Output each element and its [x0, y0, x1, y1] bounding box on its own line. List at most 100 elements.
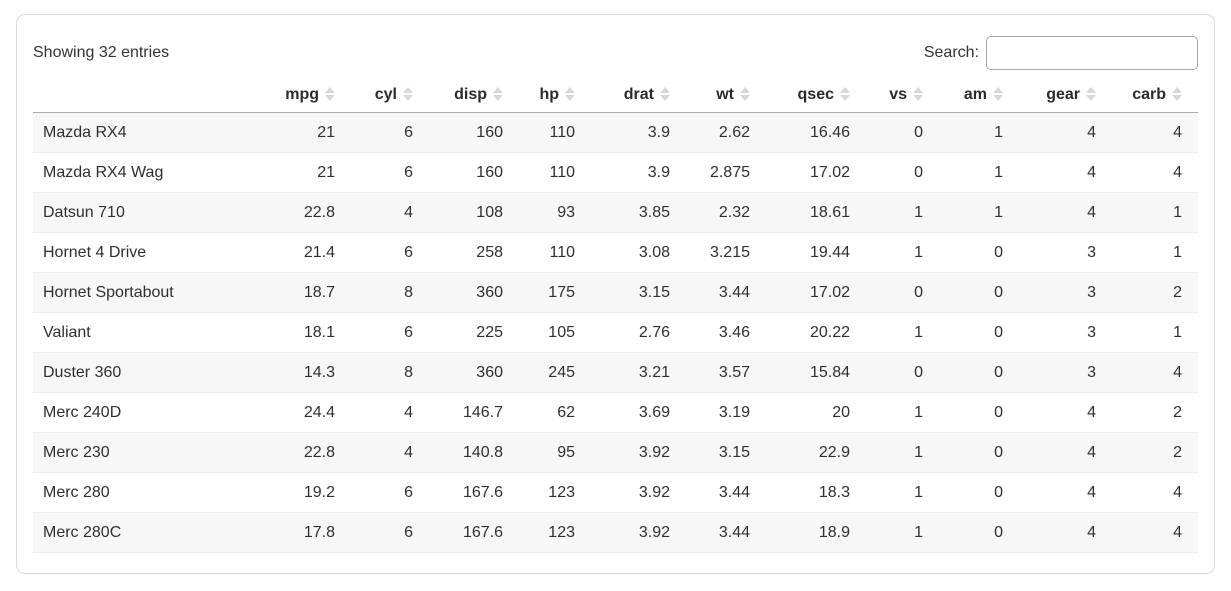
- cell: 1: [1173, 244, 1182, 261]
- sort-icon: [840, 87, 850, 101]
- cell: 108: [476, 204, 503, 221]
- table-row: Merc 240D 24.4 4 146.7 62 3.69 3.19 20 1 0 4 2: [33, 392, 1198, 433]
- column-label: am: [963, 86, 987, 103]
- table-row: Merc 280C 17.8 6 167.6 123 3.92 3.44 18.9 1 0 4 4: [33, 512, 1198, 553]
- cell: 3: [1087, 324, 1096, 341]
- cell: 4: [1173, 364, 1182, 381]
- row-name-cell: Duster 360: [43, 364, 122, 381]
- cell: 8: [404, 364, 413, 381]
- cell: 1: [914, 324, 923, 341]
- cell: 93: [557, 204, 575, 221]
- column-header-cyl[interactable]: cyl: [351, 78, 429, 113]
- cell: 6: [404, 484, 413, 501]
- column-header-vs[interactable]: vs: [866, 78, 939, 113]
- cell: 19.44: [809, 244, 850, 261]
- cell: 6: [404, 244, 413, 261]
- cell: 14.3: [303, 364, 335, 381]
- entries-info: Showing 32 entries: [33, 43, 170, 61]
- column-header-disp[interactable]: disp: [429, 78, 519, 113]
- table-row: Mazda RX4 21 6 160 110 3.9 2.62 16.46 0 1 4 4: [33, 112, 1198, 153]
- column-header-hp[interactable]: hp: [519, 78, 591, 113]
- cell: 4: [1173, 484, 1182, 501]
- cell: 167.6: [462, 524, 503, 541]
- cell: 1: [914, 444, 923, 461]
- cell: 24.4: [303, 404, 335, 421]
- cell: 0: [994, 244, 1003, 261]
- column-label: hp: [539, 86, 559, 103]
- cell: 110: [549, 244, 575, 261]
- cell: 4: [404, 204, 413, 221]
- cell: 18.61: [809, 204, 850, 221]
- cell: 16.46: [809, 124, 850, 141]
- header-row: mpg cyl disp hp drat wt qsec vs am gear carb: [33, 78, 1198, 113]
- cell: 0: [994, 484, 1003, 501]
- cell: 0: [914, 124, 923, 141]
- cell: 3.85: [638, 204, 670, 221]
- column-label: mpg: [285, 86, 319, 103]
- column-header-am[interactable]: am: [939, 78, 1019, 113]
- table-row: Datsun 710 22.8 4 108 93 3.85 2.32 18.61 1 1 4 1: [33, 192, 1198, 233]
- sort-icon: [325, 87, 335, 101]
- table-row: Merc 230 22.8 4 140.8 95 3.92 3.15 22.9 1 0 4 2: [33, 432, 1198, 473]
- cell: 0: [994, 524, 1003, 541]
- table-head: mpg cyl disp hp drat wt qsec vs am gear carb: [33, 78, 1198, 113]
- column-header-rownames[interactable]: [33, 78, 273, 113]
- cell: 3.46: [718, 324, 750, 341]
- row-name-cell: Mazda RX4: [43, 124, 127, 141]
- cell: 360: [476, 284, 503, 301]
- cell: 21: [317, 124, 335, 141]
- cell: 1: [1173, 204, 1182, 221]
- row-name-cell: Merc 280: [43, 484, 110, 501]
- cell: 1: [994, 124, 1003, 141]
- table-row: Hornet 4 Drive 21.4 6 258 110 3.08 3.215 19.44 1…: [33, 232, 1198, 273]
- column-label: wt: [716, 86, 734, 103]
- column-header-gear[interactable]: gear: [1019, 78, 1112, 113]
- cell: 258: [476, 244, 503, 261]
- cell: 6: [404, 324, 413, 341]
- cell: 2.76: [638, 324, 670, 341]
- cell: 245: [548, 364, 575, 381]
- cell: 160: [476, 124, 503, 141]
- column-header-qsec[interactable]: qsec: [766, 78, 866, 113]
- cell: 3.21: [638, 364, 670, 381]
- column-header-drat[interactable]: drat: [591, 78, 686, 113]
- cell: 3.69: [638, 404, 670, 421]
- cell: 123: [548, 484, 575, 501]
- sort-icon: [403, 87, 413, 101]
- cell: 3.15: [638, 284, 670, 301]
- cell: 3.15: [718, 444, 750, 461]
- cell: 3.44: [718, 524, 750, 541]
- cell: 3.9: [647, 164, 670, 181]
- cell: 6: [404, 524, 413, 541]
- cell: 8: [404, 284, 413, 301]
- data-table: mpg cyl disp hp drat wt qsec vs am gear carb Mazda…: [33, 78, 1198, 553]
- sort-icon: [660, 87, 670, 101]
- cell: 3.215: [709, 244, 750, 261]
- cell: 17.02: [809, 164, 850, 181]
- cell: 3.9: [647, 124, 670, 141]
- row-name-cell: Merc 280C: [43, 524, 122, 541]
- column-label: disp: [454, 86, 487, 103]
- cell: 1: [1173, 324, 1182, 341]
- cell: 105: [548, 324, 575, 341]
- column-header-mpg[interactable]: mpg: [273, 78, 351, 113]
- table-row: Mazda RX4 Wag 21 6 160 110 3.9 2.875 17.02 0 1 4 4: [33, 152, 1198, 193]
- cell: 110: [549, 164, 575, 181]
- table-body: Mazda RX4 21 6 160 110 3.9 2.62 16.46 0 1 4 4 Mazda …: [33, 112, 1198, 553]
- column-header-wt[interactable]: wt: [686, 78, 766, 113]
- cell: 123: [548, 524, 575, 541]
- cell: 21: [317, 164, 335, 181]
- sort-icon: [565, 87, 575, 101]
- cell: 2.62: [718, 124, 750, 141]
- cell: 3: [1087, 364, 1096, 381]
- table-row: Duster 360 14.3 8 360 245 3.21 3.57 15.84 0 0 3 4: [33, 352, 1198, 393]
- cell: 2.875: [709, 164, 750, 181]
- cell: 15.84: [809, 364, 850, 381]
- cell: 4: [404, 444, 413, 461]
- cell: 22.8: [303, 444, 335, 461]
- cell: 18.3: [818, 484, 850, 501]
- search-input[interactable]: [986, 35, 1198, 70]
- column-header-carb[interactable]: carb: [1112, 78, 1198, 113]
- table-row: Hornet Sportabout 18.7 8 360 175 3.15 3.44 17.0…: [33, 272, 1198, 313]
- cell: 175: [548, 284, 575, 301]
